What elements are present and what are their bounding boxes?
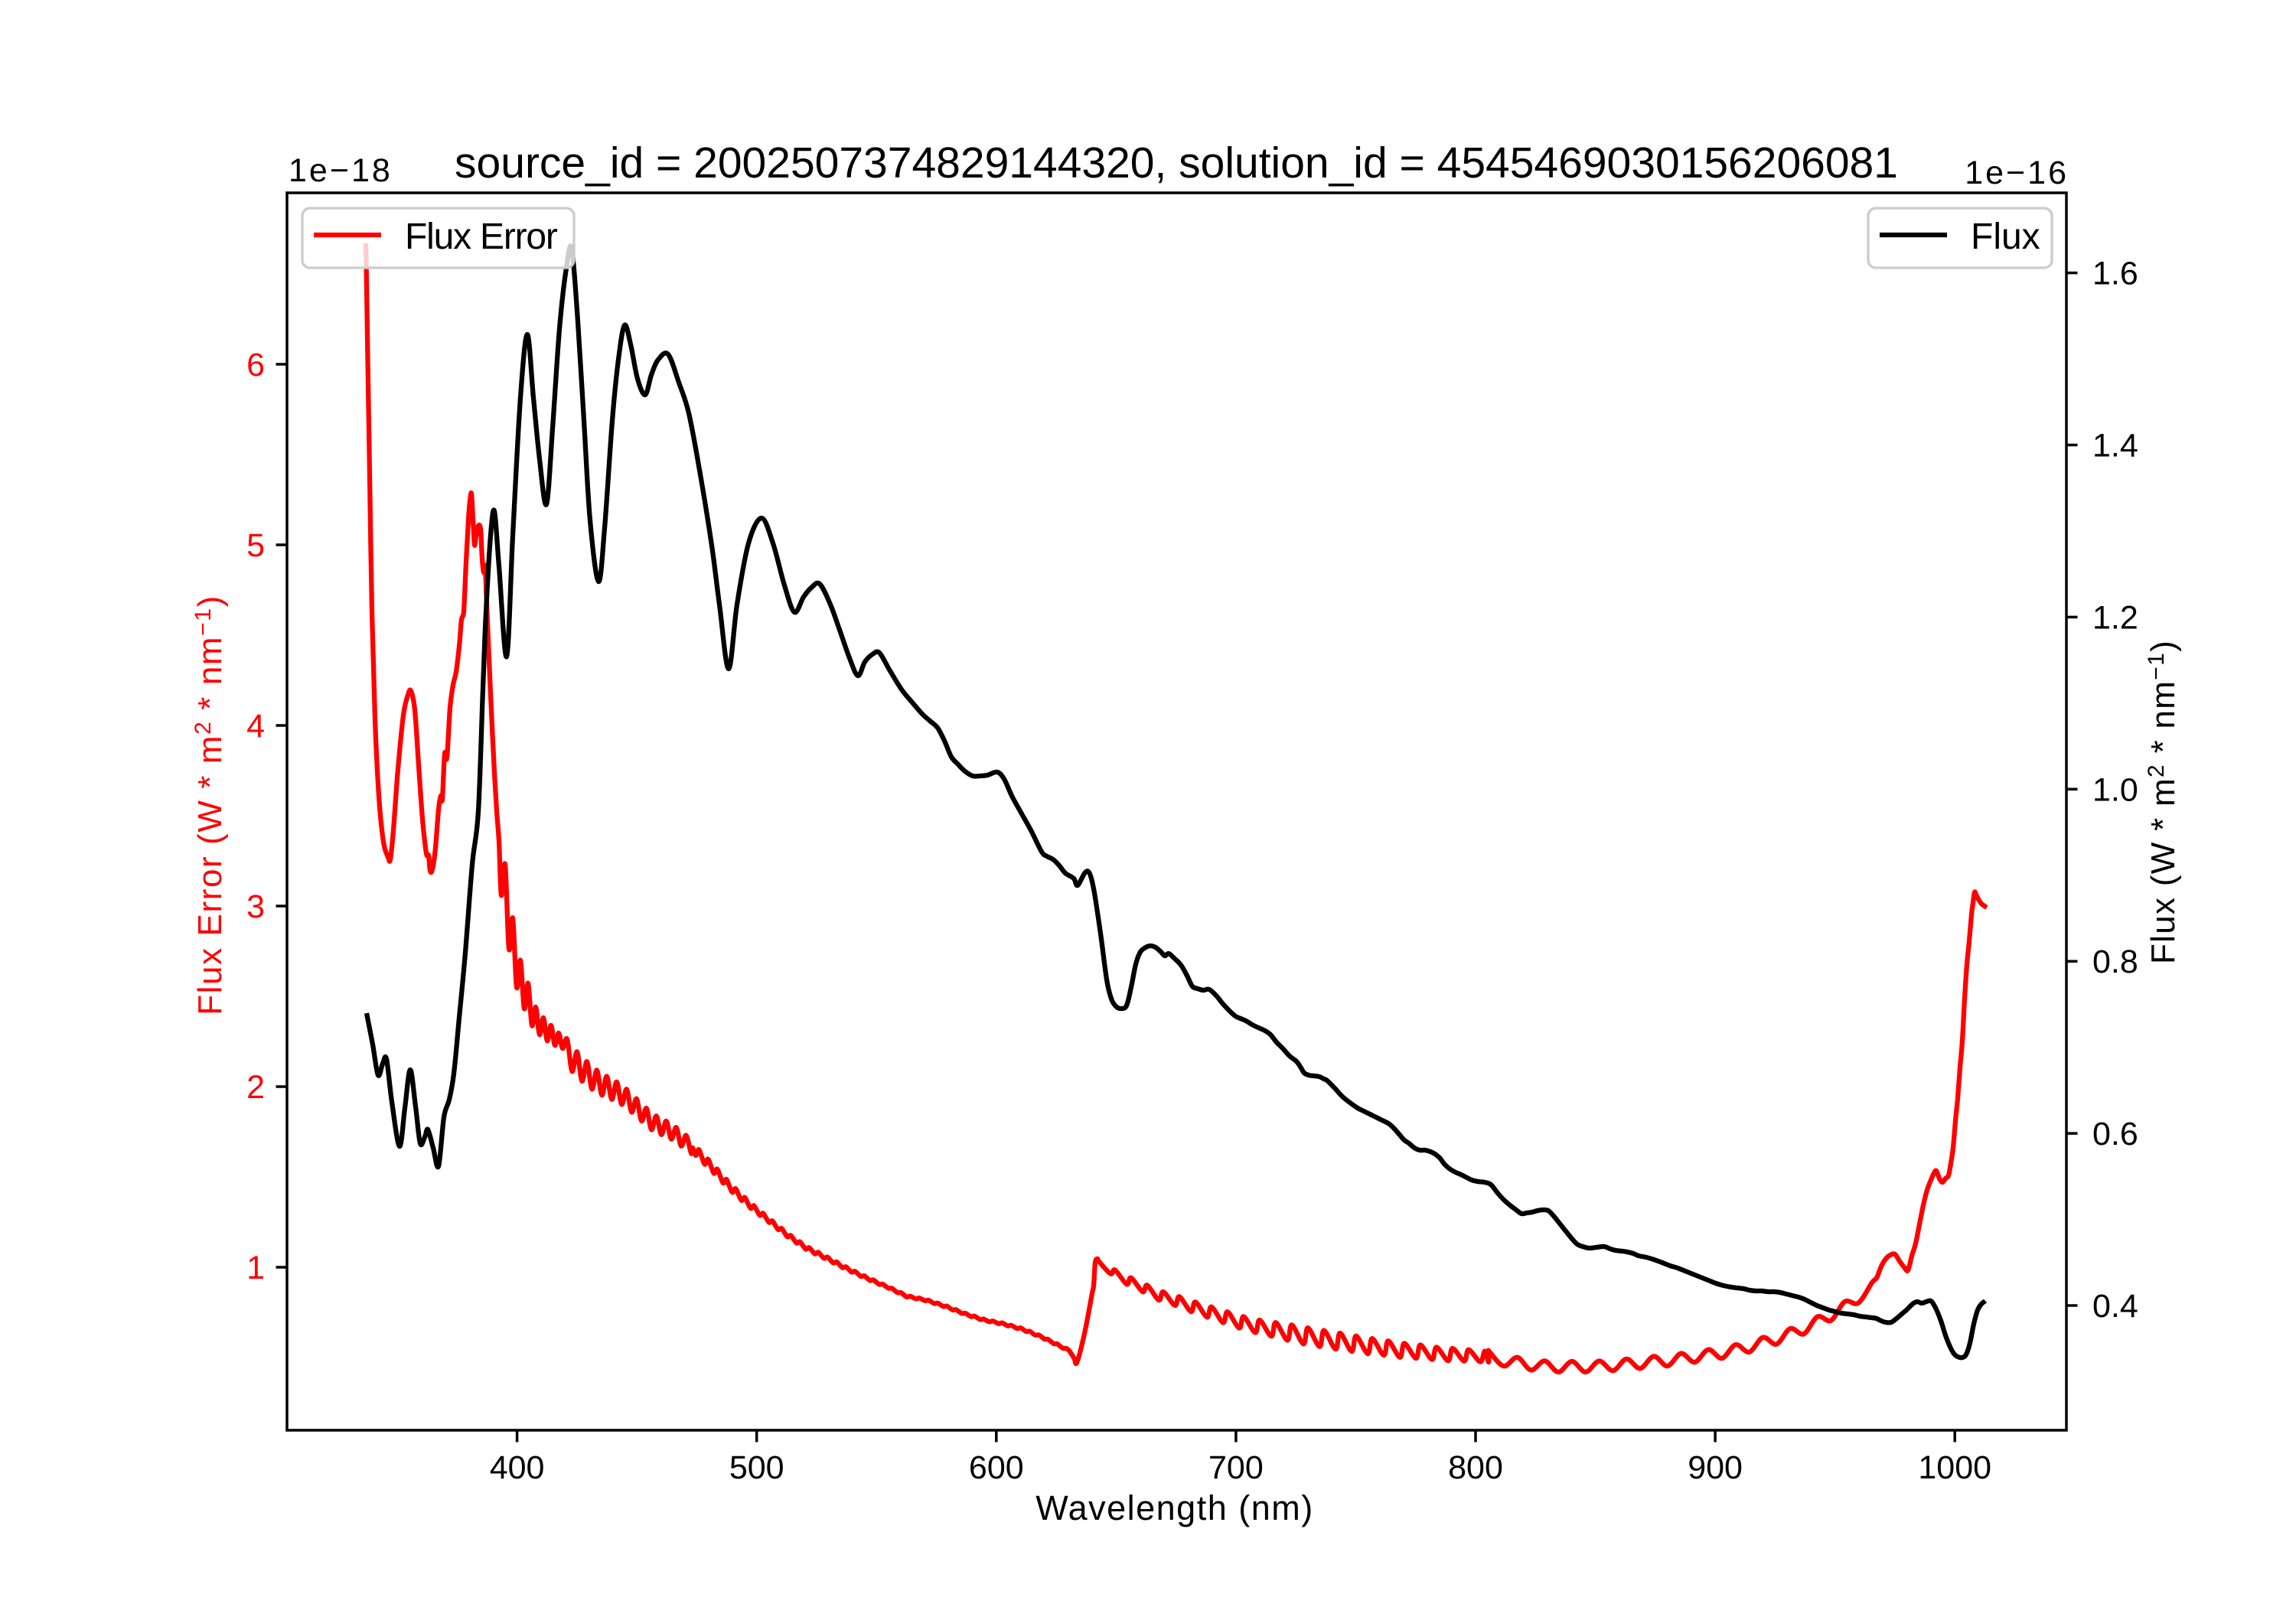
svg-text:source_id = 200250737482914432: source_id = 2002507374829144320, solutio… bbox=[455, 139, 1898, 187]
svg-text:0.4: 0.4 bbox=[2092, 1288, 2138, 1325]
svg-text:0.8: 0.8 bbox=[2092, 944, 2138, 980]
svg-text:1e−16: 1e−16 bbox=[1965, 155, 2069, 191]
svg-text:1.4: 1.4 bbox=[2092, 428, 2138, 464]
svg-text:1000: 1000 bbox=[1918, 1449, 1991, 1486]
svg-text:5: 5 bbox=[246, 527, 265, 564]
svg-text:Flux Error (W * m2 * nm−1): Flux Error (W * m2 * nm−1) bbox=[191, 595, 229, 1015]
svg-text:1.0: 1.0 bbox=[2092, 771, 2138, 808]
svg-text:500: 500 bbox=[729, 1449, 784, 1486]
svg-text:6: 6 bbox=[246, 347, 265, 383]
svg-text:400: 400 bbox=[490, 1449, 545, 1486]
svg-text:Flux Error: Flux Error bbox=[405, 217, 558, 257]
svg-text:1.2: 1.2 bbox=[2092, 599, 2138, 636]
svg-text:Flux (W * m2 * nm−1): Flux (W * m2 * nm−1) bbox=[2144, 640, 2182, 964]
svg-text:4: 4 bbox=[246, 708, 265, 745]
svg-text:900: 900 bbox=[1688, 1449, 1743, 1486]
svg-text:Flux: Flux bbox=[1971, 217, 2040, 257]
svg-text:0.6: 0.6 bbox=[2092, 1116, 2138, 1152]
svg-text:1.6: 1.6 bbox=[2092, 256, 2138, 292]
svg-text:Wavelength (nm): Wavelength (nm) bbox=[1035, 1488, 1313, 1527]
svg-text:1e−18: 1e−18 bbox=[289, 152, 393, 189]
svg-text:1: 1 bbox=[246, 1250, 265, 1286]
svg-text:2: 2 bbox=[246, 1069, 265, 1106]
svg-text:600: 600 bbox=[969, 1449, 1024, 1486]
svg-text:3: 3 bbox=[246, 888, 265, 925]
svg-text:700: 700 bbox=[1208, 1449, 1264, 1486]
svg-text:800: 800 bbox=[1448, 1449, 1503, 1486]
